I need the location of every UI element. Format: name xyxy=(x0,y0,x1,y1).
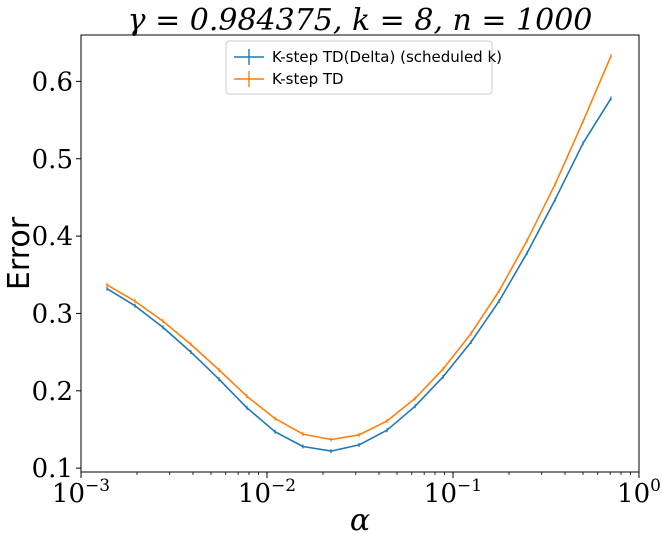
x-tick-label: 100 xyxy=(617,476,661,509)
plot-area xyxy=(106,53,612,454)
series-line xyxy=(106,97,612,452)
y-tick-label: 0.5 xyxy=(32,145,73,175)
axis-ticks: 0.1 0.2 0.3 0.4 0.5 0.6 10−3 10−2 10−1 100 xyxy=(32,67,661,509)
y-tick-label: 0.6 xyxy=(32,67,73,97)
x-axis-label: α xyxy=(350,503,370,538)
axes-frame xyxy=(80,34,640,473)
legend-box xyxy=(225,40,493,95)
y-tick-label: 0.2 xyxy=(32,377,73,407)
legend: K-step TD(Delta) (scheduled k) K-step TD xyxy=(225,40,502,95)
x-tick-label: 10−2 xyxy=(238,476,296,509)
series-line xyxy=(106,55,612,441)
chart-title: γ = 0.984375, k = 8, n = 1000 xyxy=(128,3,593,38)
x-tick-label: 10−1 xyxy=(424,476,482,509)
y-tick-label: 0.3 xyxy=(32,299,73,329)
legend-label: K-step TD xyxy=(272,70,344,88)
y-tick-label: 0.4 xyxy=(32,222,73,252)
y-axis-label: Error xyxy=(2,216,37,290)
y-tick-label: 0.1 xyxy=(32,454,73,484)
legend-label: K-step TD(Delta) (scheduled k) xyxy=(272,48,502,66)
x-tick-label: 10−3 xyxy=(52,476,110,509)
